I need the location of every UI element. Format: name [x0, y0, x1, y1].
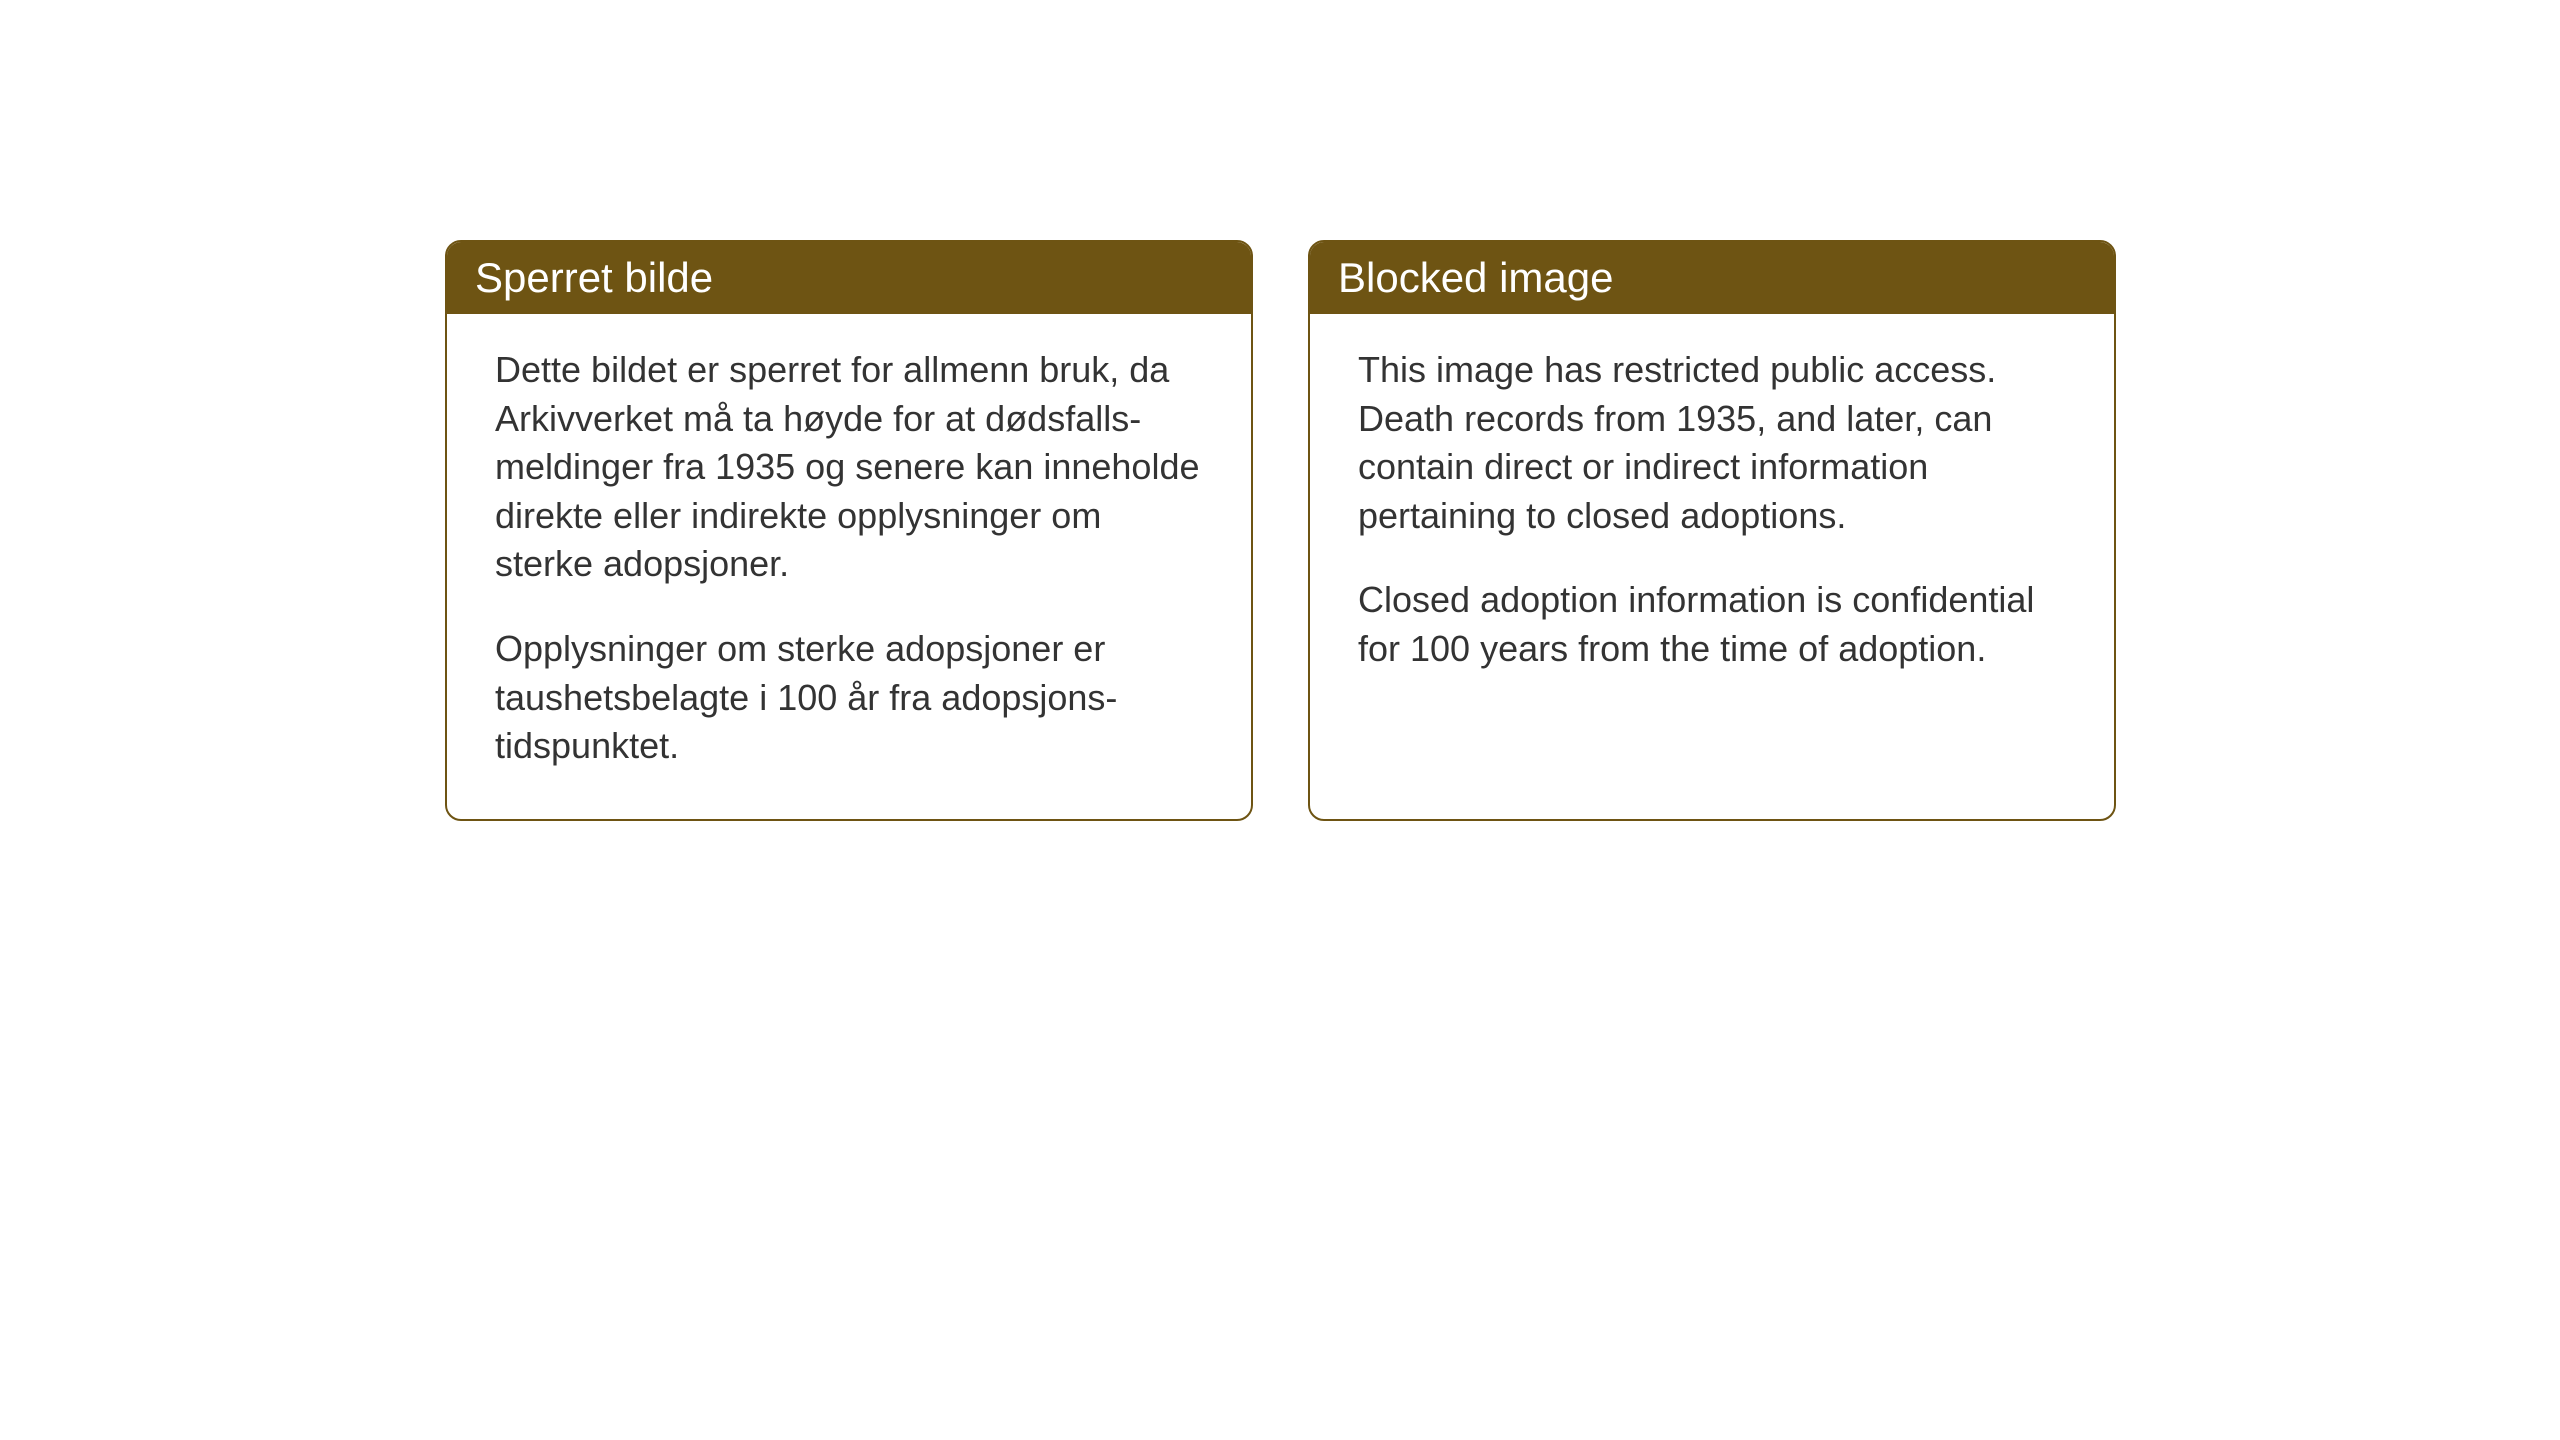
english-paragraph-1: This image has restricted public access.… — [1358, 346, 2066, 540]
norwegian-paragraph-1: Dette bildet er sperret for allmenn bruk… — [495, 346, 1203, 589]
norwegian-paragraph-2: Opplysninger om sterke adopsjoner er tau… — [495, 625, 1203, 771]
english-notice-card: Blocked image This image has restricted … — [1308, 240, 2116, 821]
english-card-header: Blocked image — [1310, 242, 2114, 314]
norwegian-card-title: Sperret bilde — [475, 254, 713, 301]
norwegian-card-header: Sperret bilde — [447, 242, 1251, 314]
notice-container: Sperret bilde Dette bildet er sperret fo… — [445, 240, 2116, 821]
english-card-title: Blocked image — [1338, 254, 1613, 301]
norwegian-notice-card: Sperret bilde Dette bildet er sperret fo… — [445, 240, 1253, 821]
english-card-body: This image has restricted public access.… — [1310, 314, 2114, 722]
english-paragraph-2: Closed adoption information is confident… — [1358, 576, 2066, 673]
norwegian-card-body: Dette bildet er sperret for allmenn bruk… — [447, 314, 1251, 819]
